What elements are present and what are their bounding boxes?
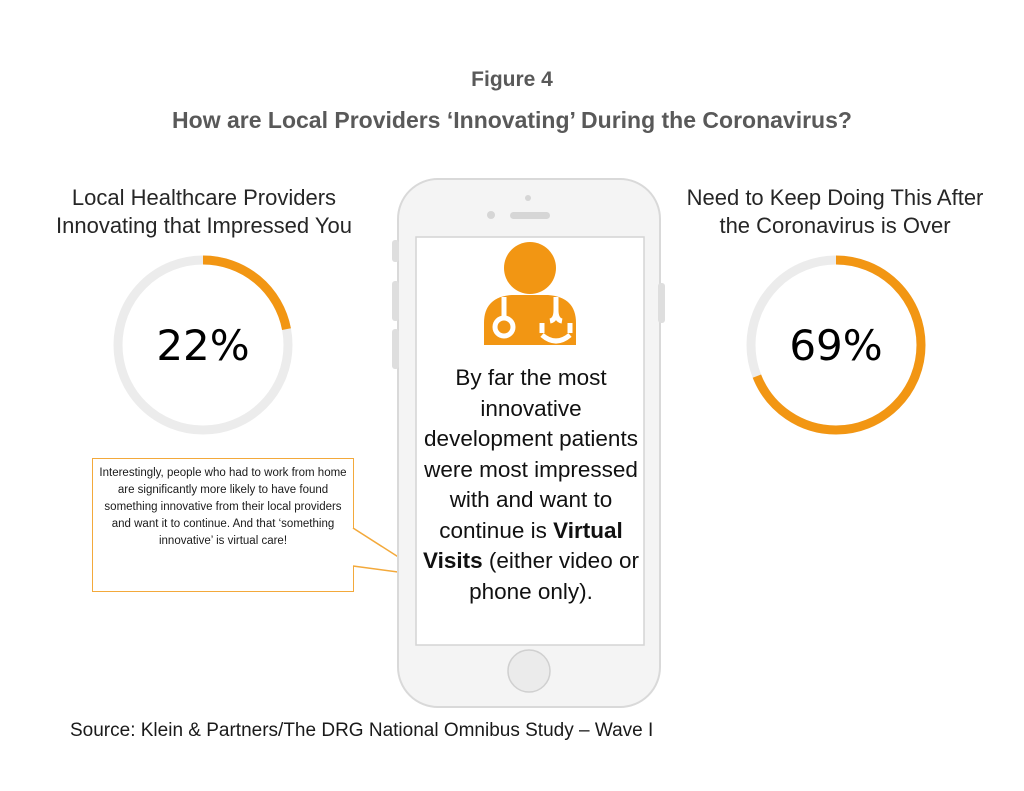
phone-message: By far the most innovative development p… [416,363,646,607]
left-label-line1: Local Healthcare Providers [71,185,337,210]
figure-title: How are Local Providers ‘Innovating’ Dur… [172,107,852,133]
right-label-line1: Need to Keep Doing This After [686,185,984,210]
callout-box: Interestingly, people who had to work fr… [92,458,354,592]
left-gauge-value: 22% [156,321,249,370]
phone-side-button [392,281,399,321]
right-gauge-label: Need to Keep Doing This After the Corona… [650,184,1020,240]
left-gauge-label: Local Healthcare Providers Innovating th… [14,184,394,240]
left-donut-gauge: 22% [108,250,298,440]
smartphone-frame [392,178,665,708]
phone-side-button [392,329,399,369]
right-gauge-value: 69% [789,321,882,370]
right-donut-gauge: 69% [741,250,931,440]
phone-speaker [510,212,550,219]
phone-camera [525,195,531,201]
phone-message-text: By far the most innovative development p… [424,365,638,543]
phone-sensor [487,211,495,219]
left-label-line2: Innovating that Impressed You [56,213,352,238]
left-gauge-arc [113,255,293,435]
figure-label: Figure 4 [471,68,553,91]
right-label-line2: the Coronavirus is Over [719,213,951,238]
source-note: Source: Klein & Partners/The DRG Nationa… [70,720,654,741]
phone-side-button [658,283,665,323]
phone-message-tail: (either video or phone only). [469,548,639,604]
right-gauge-arc [746,255,926,435]
doctor-stethoscope-icon [484,242,576,345]
callout-text: Interestingly, people who had to work fr… [99,467,347,547]
phone-side-button [392,240,399,262]
phone-message-highlight: Virtual Visits [423,517,623,574]
phone-home-button [507,649,551,693]
